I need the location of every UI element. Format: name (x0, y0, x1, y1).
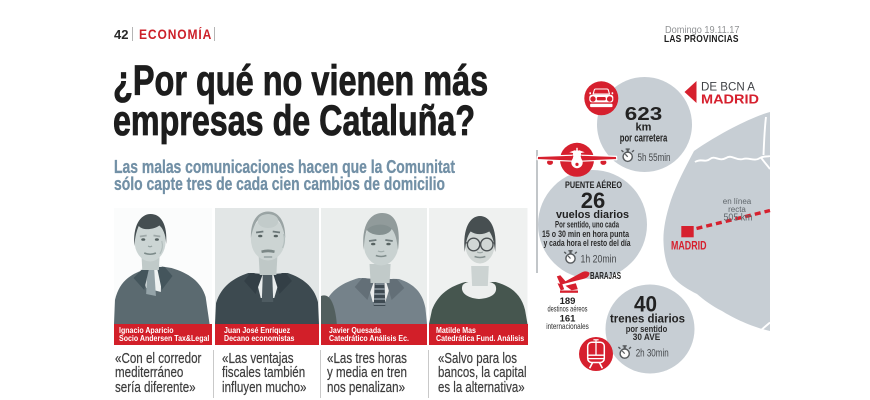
svg-text:en línea: en línea (723, 197, 752, 206)
svg-text:161: 161 (560, 313, 577, 324)
svg-text:y cada hora el resto del día: y cada hora el resto del día (544, 238, 632, 249)
svg-text:internacionales: internacionales (546, 321, 589, 331)
svg-text:MADRID: MADRID (671, 239, 707, 253)
svg-text:623: 623 (625, 104, 663, 124)
svg-text:por carretera: por carretera (620, 132, 668, 144)
svg-text:recta: recta (728, 205, 746, 214)
svg-text:2h 30min: 2h 30min (636, 348, 669, 360)
svg-text:26: 26 (581, 188, 605, 213)
svg-text:por sentido: por sentido (626, 324, 668, 335)
svg-text:destinos aéreos: destinos aéreos (548, 304, 588, 314)
svg-text:1h 20min: 1h 20min (581, 253, 617, 265)
svg-text:30 AVE: 30 AVE (633, 332, 661, 343)
svg-text:vuelos diarios: vuelos diarios (556, 209, 629, 221)
svg-text:5h 55min: 5h 55min (638, 152, 671, 164)
svg-text:505 km: 505 km (724, 212, 753, 224)
svg-text:BARAJAS: BARAJAS (590, 271, 621, 282)
svg-text:Por sentido, uno cada: Por sentido, uno cada (555, 219, 619, 230)
svg-text:km: km (636, 122, 652, 134)
svg-text:40: 40 (634, 292, 657, 317)
svg-text:DE BCN A: DE BCN A (701, 80, 755, 94)
svg-text:PUENTE AÉREO: PUENTE AÉREO (565, 180, 622, 191)
svg-text:MADRID: MADRID (701, 92, 759, 107)
svg-text:trenes diarios: trenes diarios (610, 314, 685, 326)
svg-text:189: 189 (560, 296, 576, 307)
svg-text:15 o 30 min en hora punta: 15 o 30 min en hora punta (542, 229, 630, 240)
